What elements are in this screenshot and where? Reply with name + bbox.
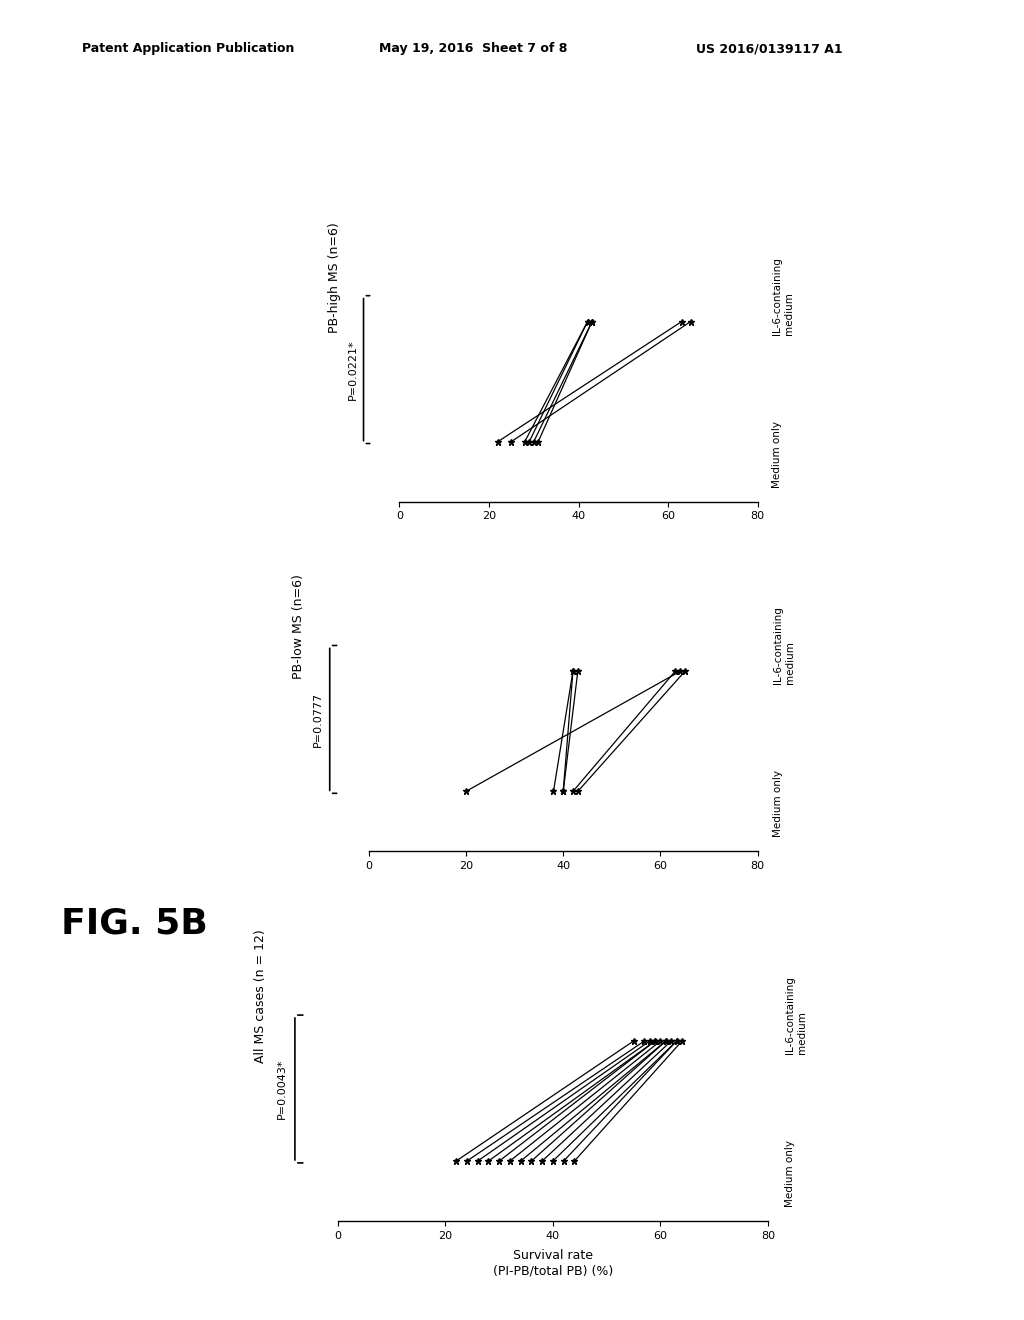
X-axis label: Survival rate
(PI-PB/total PB) (%): Survival rate (PI-PB/total PB) (%) — [493, 1249, 613, 1276]
Text: P=0.0777: P=0.0777 — [313, 692, 323, 747]
Text: Patent Application Publication: Patent Application Publication — [82, 42, 294, 55]
Text: Medium only: Medium only — [785, 1140, 796, 1206]
Text: IL-6-containing
medium: IL-6-containing medium — [772, 257, 794, 334]
Text: US 2016/0139117 A1: US 2016/0139117 A1 — [696, 42, 843, 55]
Text: All MS cases (n = 12): All MS cases (n = 12) — [254, 929, 267, 1064]
Text: IL-6-containing
medium: IL-6-containing medium — [773, 607, 795, 684]
Text: PB-low MS (n=6): PB-low MS (n=6) — [292, 574, 305, 680]
Text: Medium only: Medium only — [773, 771, 783, 837]
Text: FIG. 5B: FIG. 5B — [61, 907, 208, 941]
Text: IL-6-containing
medium: IL-6-containing medium — [785, 977, 807, 1053]
Text: May 19, 2016  Sheet 7 of 8: May 19, 2016 Sheet 7 of 8 — [379, 42, 567, 55]
Text: PB-high MS (n=6): PB-high MS (n=6) — [329, 222, 341, 333]
Text: Medium only: Medium only — [772, 421, 782, 487]
Text: P=0.0043*: P=0.0043* — [278, 1059, 287, 1119]
Text: P=0.0221*: P=0.0221* — [348, 339, 357, 400]
